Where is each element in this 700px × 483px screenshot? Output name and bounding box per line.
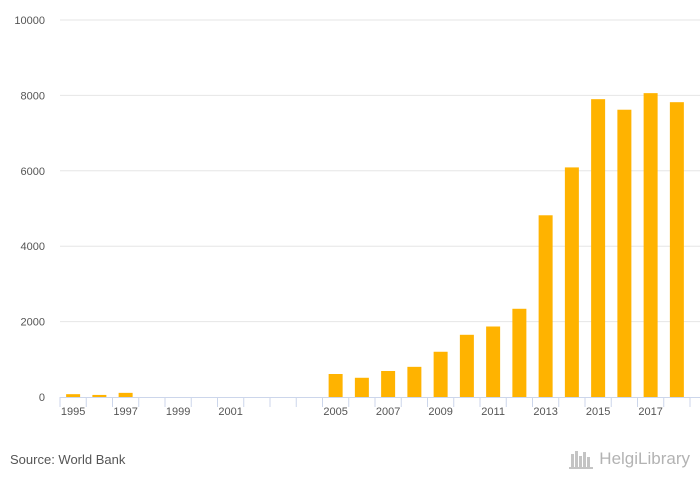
x-axis [59,397,700,407]
bar-2010 [459,334,474,397]
bar-2016 [617,109,632,397]
bar-2011 [486,326,501,397]
bar-2013 [538,215,553,397]
y-axis-labels: 0 2000 4000 6000 8000 10000 [14,15,45,404]
y-tick-label: 2000 [21,317,45,329]
brand-name: HelgiLibrary [599,449,690,468]
bar-1995 [66,394,81,397]
x-axis-labels: 1995 1997 1999 2001 2005 2007 2009 2011 2013 2015… [61,406,663,418]
x-tick-label: 2001 [218,406,242,418]
x-tick-label: 1999 [166,406,190,418]
bar-2017 [643,93,658,397]
y-tick-label: 4000 [21,241,45,253]
bar-1997 [118,392,133,397]
y-tick-label: 10000 [14,15,45,27]
footer: Source: World Bank HelgiLibrary [0,440,700,483]
bar-2007 [381,370,396,397]
y-tick-label: 0 [39,392,45,404]
x-tick-label: 1997 [113,406,137,418]
bar-2015 [591,99,606,398]
bar-2012 [512,308,527,397]
bar-2008 [407,366,422,397]
x-tick-label: 1995 [61,406,85,418]
x-tick-label: 2011 [481,406,505,418]
brand-logo: HelgiLibrary [569,448,690,470]
bar-2014 [564,167,579,397]
library-icon [569,451,594,469]
x-tick-label: 2017 [638,406,662,418]
y-tick-label: 6000 [21,166,45,178]
x-tick-label: 2009 [428,406,452,418]
bar-1996 [92,394,107,397]
source-text: Source: World Bank [10,452,126,467]
x-tick-label: 2015 [586,406,610,418]
x-tick-label: 2013 [533,406,557,418]
x-tick-label: 2005 [323,406,347,418]
bar-2006 [354,377,369,397]
bar-2005 [328,374,343,397]
x-tick-label: 2007 [376,406,400,418]
bar-2018 [669,102,684,397]
bar-2009 [433,351,448,397]
bars [66,93,684,398]
y-tick-label: 8000 [21,90,45,102]
chart: 0 2000 4000 6000 8000 10000 1995 1997 1999 2001 2… [14,15,700,418]
